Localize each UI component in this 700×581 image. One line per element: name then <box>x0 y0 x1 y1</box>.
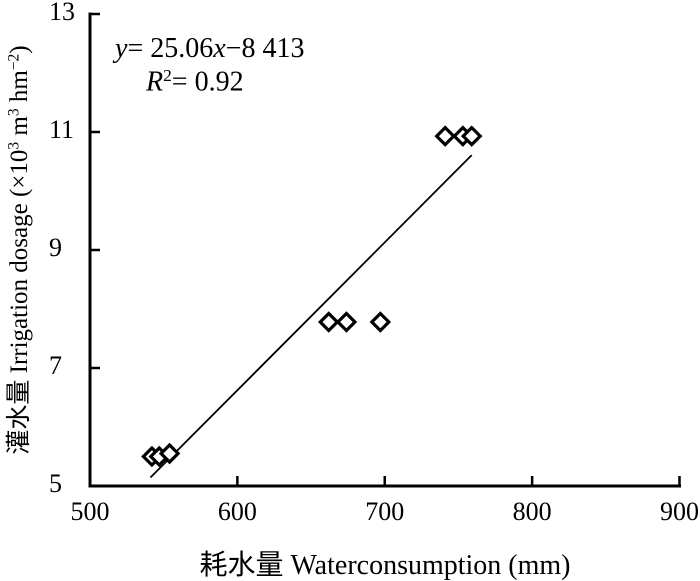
r-squared-value: R2= 0.92 <box>146 66 244 98</box>
regression-equation: y= 25.06x−8 413 <box>115 33 305 64</box>
trend-line <box>149 154 473 479</box>
y-axis-title: 灌水量 Irrigation dosage (×103 m3 hm−2) <box>5 45 33 455</box>
data-point-diamond <box>460 125 483 147</box>
x-tick-label: 700 <box>365 497 405 526</box>
y-tick-label: 5 <box>49 469 62 498</box>
data-point-diamond <box>369 311 392 333</box>
x-axis-title: 耗水量 Waterconsumption (mm) <box>199 550 571 581</box>
data-point-diamond <box>434 125 456 147</box>
x-tick-label: 800 <box>512 497 552 526</box>
x-tick-label: 500 <box>70 497 110 526</box>
data-point-diamond <box>317 311 340 333</box>
data-point-diamond <box>335 311 358 333</box>
data-point-diamond <box>158 442 181 465</box>
x-tick-label: 600 <box>217 497 257 526</box>
y-tick-label: 7 <box>49 351 62 380</box>
y-tick-label: 13 <box>49 0 75 26</box>
y-tick-label: 11 <box>49 115 75 144</box>
y-tick-label: 9 <box>49 233 62 262</box>
x-tick-label: 900 <box>660 497 699 526</box>
